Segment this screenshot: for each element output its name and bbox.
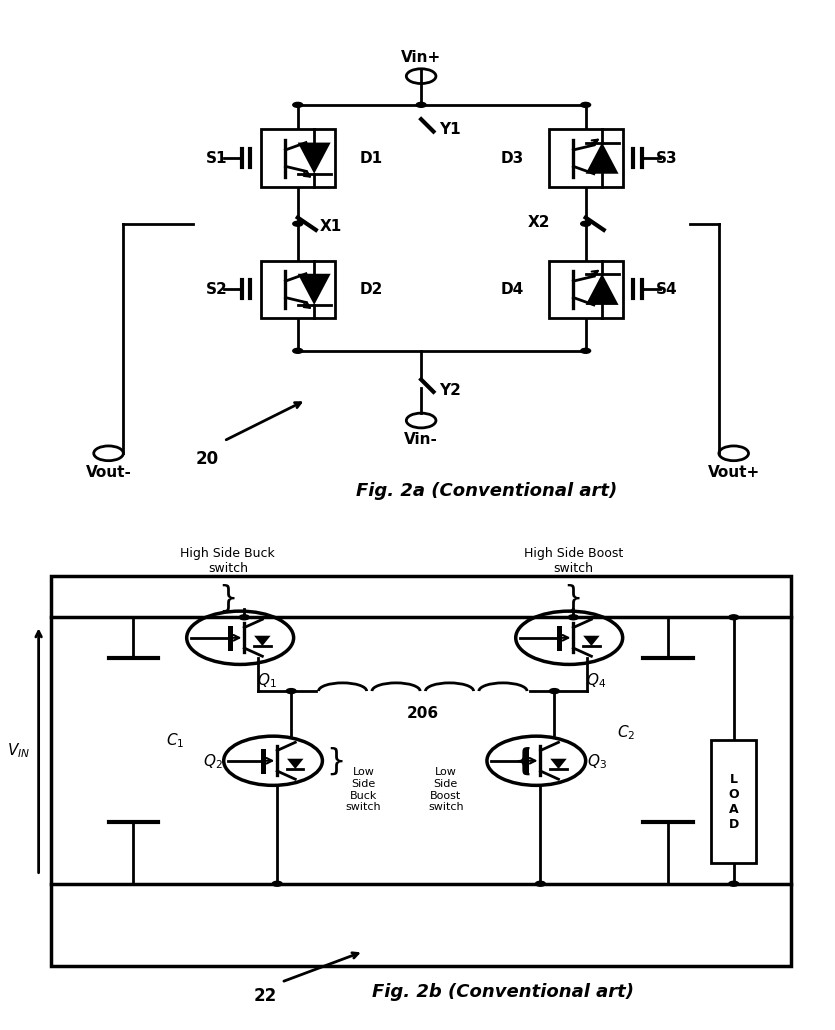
Circle shape xyxy=(293,348,302,353)
Circle shape xyxy=(535,882,545,886)
Text: $Q_3$: $Q_3$ xyxy=(587,752,607,770)
Polygon shape xyxy=(297,143,331,174)
Text: L
O
A
D: L O A D xyxy=(728,772,739,831)
FancyBboxPatch shape xyxy=(711,741,757,863)
FancyBboxPatch shape xyxy=(261,261,335,318)
FancyBboxPatch shape xyxy=(549,130,623,187)
Polygon shape xyxy=(550,759,567,769)
Text: Vin+: Vin+ xyxy=(401,50,441,65)
FancyBboxPatch shape xyxy=(51,577,791,966)
Circle shape xyxy=(293,221,302,227)
Circle shape xyxy=(272,882,282,886)
Text: $Q_2$: $Q_2$ xyxy=(203,752,223,770)
Text: Y1: Y1 xyxy=(439,123,461,137)
Text: $C_1$: $C_1$ xyxy=(166,731,185,750)
Text: S3: S3 xyxy=(655,151,677,166)
Polygon shape xyxy=(585,143,619,174)
Circle shape xyxy=(580,221,590,227)
Text: High Side Boost
switch: High Side Boost switch xyxy=(524,547,623,575)
Text: Low
Side
Buck
switch: Low Side Buck switch xyxy=(346,767,382,812)
Text: Fig. 2b (Conventional art): Fig. 2b (Conventional art) xyxy=(372,983,635,1000)
Polygon shape xyxy=(585,274,619,305)
Text: D1: D1 xyxy=(359,151,382,166)
Text: Fig. 2a (Conventional art): Fig. 2a (Conventional art) xyxy=(357,482,617,501)
Text: $C_2$: $C_2$ xyxy=(616,723,635,742)
Circle shape xyxy=(240,615,249,620)
Polygon shape xyxy=(254,636,271,646)
Text: 22: 22 xyxy=(253,987,276,1004)
Text: Vout+: Vout+ xyxy=(707,465,760,480)
Text: Vin-: Vin- xyxy=(404,433,438,447)
Circle shape xyxy=(293,103,302,108)
Circle shape xyxy=(580,348,590,353)
Circle shape xyxy=(729,615,738,620)
Text: 20: 20 xyxy=(195,449,219,468)
FancyBboxPatch shape xyxy=(261,130,335,187)
Text: }: } xyxy=(218,584,237,613)
Text: S1: S1 xyxy=(206,151,228,166)
Polygon shape xyxy=(583,636,600,646)
Circle shape xyxy=(569,615,578,620)
Text: 206: 206 xyxy=(407,706,438,721)
Text: X1: X1 xyxy=(320,218,342,234)
Text: }: } xyxy=(564,584,583,613)
Text: $Q_1$: $Q_1$ xyxy=(256,672,276,690)
Text: D3: D3 xyxy=(500,151,524,166)
Text: Vout-: Vout- xyxy=(85,465,131,480)
Circle shape xyxy=(549,689,559,693)
Text: D4: D4 xyxy=(500,282,524,297)
Circle shape xyxy=(416,103,426,108)
Text: Low
Side
Boost
switch: Low Side Boost switch xyxy=(428,767,463,812)
Text: High Side Buck
switch: High Side Buck switch xyxy=(180,547,275,575)
Text: $Q_4$: $Q_4$ xyxy=(585,672,605,690)
Text: S4: S4 xyxy=(655,282,677,297)
Polygon shape xyxy=(297,274,331,305)
Text: {: { xyxy=(513,747,532,776)
Circle shape xyxy=(729,882,738,886)
Text: Y2: Y2 xyxy=(439,382,461,398)
Text: D2: D2 xyxy=(359,282,382,297)
Text: }: } xyxy=(326,747,346,776)
Circle shape xyxy=(286,689,296,693)
Text: S2: S2 xyxy=(206,282,228,297)
FancyBboxPatch shape xyxy=(549,261,623,318)
Circle shape xyxy=(580,103,590,108)
Text: $V_{IN}$: $V_{IN}$ xyxy=(8,742,30,760)
Text: X2: X2 xyxy=(528,214,550,230)
Polygon shape xyxy=(287,759,303,769)
